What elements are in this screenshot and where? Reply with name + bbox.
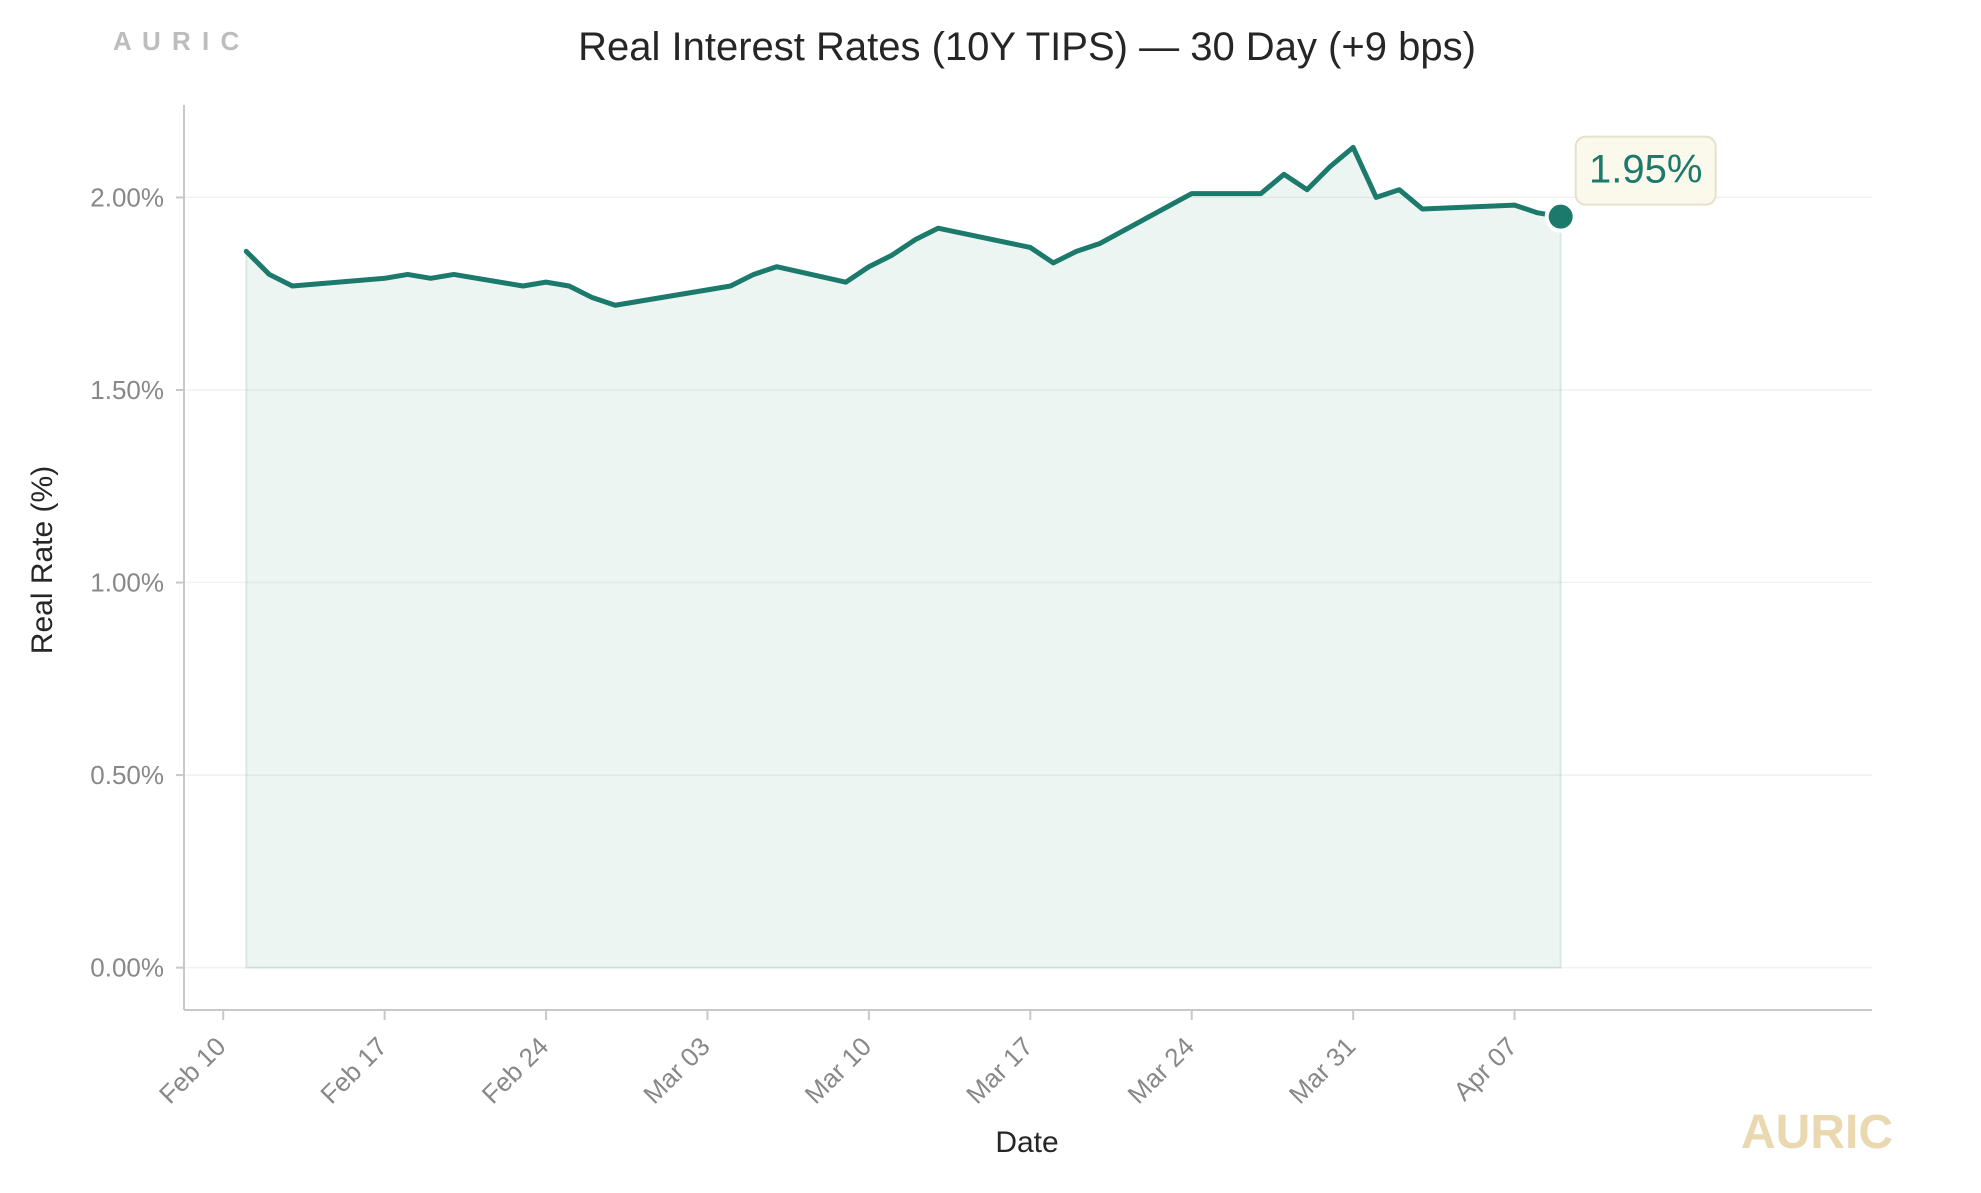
series-line: [243, 144, 1564, 308]
x-tick-label: Mar 17: [960, 1031, 1038, 1109]
x-tick-label: Feb 17: [314, 1031, 392, 1109]
series-area: [245, 145, 1562, 969]
y-tick-label: 0.50%: [90, 760, 164, 790]
x-axis-label: Date: [995, 1126, 1058, 1159]
y-tick-label: 1.50%: [90, 375, 164, 405]
y-tick-label: 0.00%: [90, 953, 164, 983]
x-tick-label: Mar 03: [637, 1031, 715, 1109]
last-value-label: 1.95%: [1589, 148, 1702, 192]
last-value-marker: [1544, 200, 1577, 233]
brand-watermark: AURIC: [1741, 1106, 1893, 1159]
grid-layer: [184, 196, 1872, 969]
line-layer: [243, 144, 1577, 308]
x-tick-label: Mar 24: [1122, 1031, 1200, 1109]
x-tick-label: Mar 10: [799, 1031, 877, 1109]
y-axis-label: Real Rate (%): [26, 466, 59, 654]
y-tick-label: 2.00%: [90, 182, 164, 212]
label-layer: 1.95%: [1574, 135, 1717, 206]
chart-title: Real Interest Rates (10Y TIPS) — 30 Day …: [578, 25, 1476, 69]
brand-top-left: A U R I C: [113, 26, 241, 56]
last-value-label-box: [1574, 135, 1717, 206]
y-tick-label: 1.00%: [90, 568, 164, 598]
x-tick-label: Apr 07: [1447, 1031, 1522, 1106]
x-tick-label: Feb 24: [476, 1031, 554, 1109]
x-tick-label: Mar 31: [1283, 1031, 1361, 1109]
x-tick-label: Feb 10: [153, 1031, 231, 1109]
area-layer: [245, 145, 1562, 969]
